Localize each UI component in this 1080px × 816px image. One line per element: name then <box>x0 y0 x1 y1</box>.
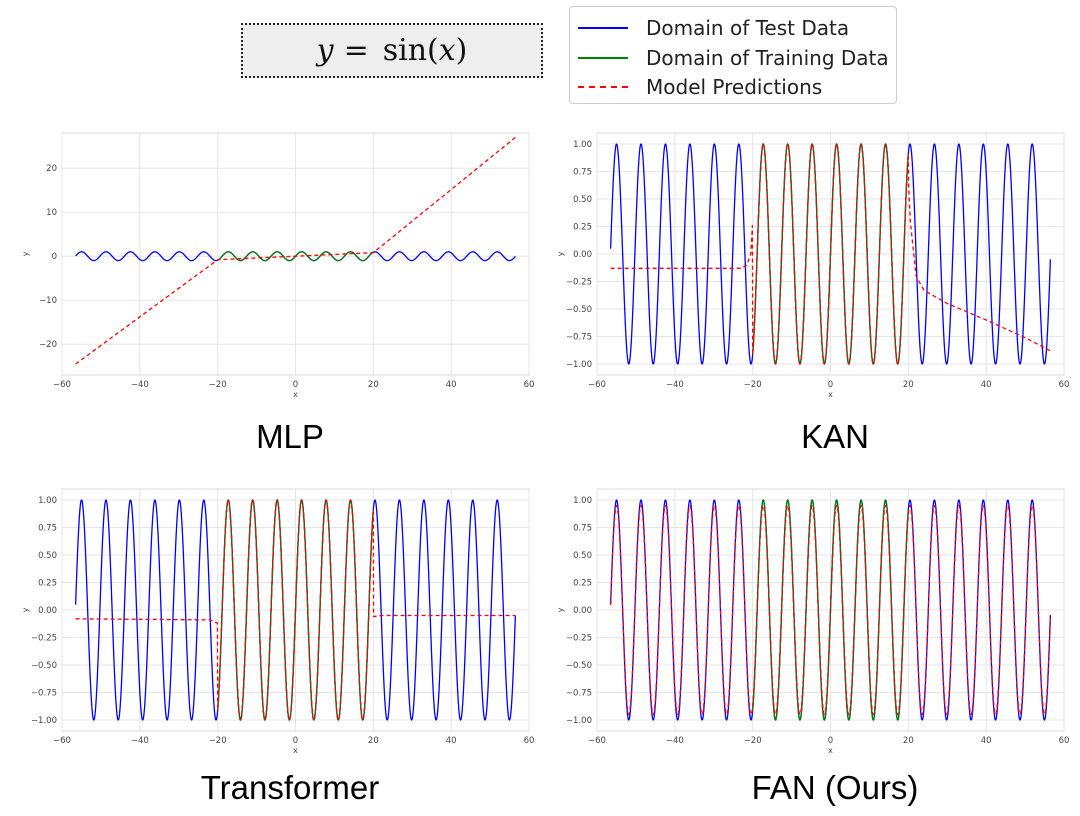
legend: Domain of Test Data Domain of Training D… <box>569 6 897 104</box>
kan-x-tick-label: −40 <box>666 380 684 390</box>
kan-y-tick-label: 0.50 <box>573 195 592 205</box>
mlp-x-tick-label: −20 <box>209 380 227 390</box>
kan-x-tick-label: 60 <box>1059 380 1070 390</box>
transformer-x-tick-label: −60 <box>53 736 71 746</box>
mlp-caption: MLP <box>256 418 324 455</box>
mlp-y-tick-label: −20 <box>39 340 57 350</box>
kan-y-tick-label: −0.75 <box>566 333 592 343</box>
mlp-y-tick-label: 10 <box>46 208 57 218</box>
mlp-prediction-line <box>75 136 516 365</box>
kan-chart: −60 −40 −20 0 20 40 60 −1.00 −0.75 −0.50 −0.25 0.00… <box>556 132 1070 399</box>
mlp-x-tick-label: 40 <box>446 380 457 390</box>
kan-y-tick-label: 1.00 <box>573 140 592 150</box>
mlp-x-tick-label: 20 <box>368 380 379 390</box>
transformer-y-axis-label: y <box>21 607 30 612</box>
transformer-x-axis-label: x <box>293 746 298 755</box>
transformer-x-tick-label: −20 <box>209 736 227 746</box>
fan-y-tick-label: 0.00 <box>573 606 592 616</box>
fan-caption: FAN (Ours) <box>751 769 919 806</box>
fan-prediction-line <box>609 504 1052 716</box>
fan-x-tick-label: 60 <box>1059 736 1070 746</box>
transformer-x-tick-label: 0 <box>293 736 298 746</box>
formula-close-paren: ) <box>455 33 468 68</box>
fan-y-tick-label: 0.75 <box>573 524 592 534</box>
fan-y-tick-label: −1.00 <box>566 716 592 726</box>
mlp-y-axis-label: y <box>21 251 30 256</box>
formula-box: y = sin(x) <box>241 23 543 78</box>
mlp-y-tick-label: −10 <box>39 296 57 306</box>
formula-lhs: y <box>316 33 334 68</box>
fan-y-tick-label: 0.25 <box>573 579 592 589</box>
formula-open-paren: ( <box>427 33 439 68</box>
transformer-y-tick-label: 0.75 <box>38 524 57 534</box>
fan-y-tick-label: 0.50 <box>573 551 592 561</box>
mlp-x-tick-label: −60 <box>53 380 71 390</box>
transformer-caption: Transformer <box>200 769 380 806</box>
kan-x-tick-label: 20 <box>903 380 914 390</box>
kan-prediction-line <box>610 143 1051 365</box>
transformer-y-tick-label: −0.25 <box>31 634 57 644</box>
formula-function: sin <box>382 33 428 68</box>
fan-x-tick-label: −60 <box>588 736 606 746</box>
legend-item-train: Domain of Training Data <box>578 46 889 70</box>
fan-x-tick-label: 0 <box>828 736 833 746</box>
kan-x-tick-label: 40 <box>981 380 992 390</box>
transformer-y-tick-label: −0.50 <box>31 661 57 671</box>
transformer-x-tick-label: 20 <box>368 736 379 746</box>
kan-y-axis-label: y <box>556 251 565 256</box>
mlp-x-tick-label: −40 <box>131 380 149 390</box>
fan-x-tick-label: 40 <box>981 736 992 746</box>
fan-x-tick-label: −20 <box>744 736 762 746</box>
legend-line-train <box>578 57 628 59</box>
legend-item-pred: Model Predictions <box>578 75 822 99</box>
transformer-prediction-line <box>75 499 516 721</box>
formula-arg: x <box>438 33 456 68</box>
kan-x-tick-label: −20 <box>744 380 762 390</box>
transformer-x-tick-label: −40 <box>131 736 149 746</box>
kan-y-tick-label: 0.25 <box>573 223 592 233</box>
fan-x-tick-label: −40 <box>666 736 684 746</box>
fan-x-axis-label: x <box>828 746 833 755</box>
kan-x-axis-label: x <box>828 390 833 399</box>
fan-y-tick-label: −0.25 <box>566 634 592 644</box>
fan-y-tick-label: −0.75 <box>566 689 592 699</box>
fan-x-tick-label: 20 <box>903 736 914 746</box>
transformer-x-tick-label: 60 <box>524 736 535 746</box>
mlp-x-axis-label: x <box>293 390 298 399</box>
transformer-y-tick-label: −0.75 <box>31 689 57 699</box>
legend-item-test: Domain of Test Data <box>578 16 849 40</box>
kan-y-tick-label: −0.50 <box>566 305 592 315</box>
transformer-y-tick-label: 1.00 <box>38 496 57 506</box>
mlp-y-tick-label: 0 <box>52 252 57 262</box>
fan-chart: −60 −40 −20 0 20 40 60 −1.00 −0.75 −0.50 −0.25 0.00… <box>556 488 1070 755</box>
kan-caption: KAN <box>801 418 869 455</box>
legend-label-test: Domain of Test Data <box>646 16 850 40</box>
transformer-y-tick-label: 0.25 <box>38 579 57 589</box>
mlp-x-tick-label: 0 <box>293 380 298 390</box>
kan-y-tick-label: 0.75 <box>573 168 592 178</box>
kan-x-tick-label: 0 <box>828 380 833 390</box>
transformer-y-tick-label: 0.00 <box>38 606 57 616</box>
fan-y-tick-label: −0.50 <box>566 661 592 671</box>
kan-y-tick-label: 0.00 <box>573 250 592 260</box>
transformer-y-tick-label: −1.00 <box>31 716 57 726</box>
kan-y-tick-label: −0.25 <box>566 278 592 288</box>
legend-line-test <box>578 27 628 29</box>
legend-label-pred: Model Predictions <box>646 75 823 99</box>
mlp-chart: −60 −40 −20 0 20 40 60 −20 −10 0 10 20 x y <box>21 132 535 399</box>
transformer-x-tick-label: 40 <box>446 736 457 746</box>
mlp-y-tick-label: 20 <box>46 164 57 174</box>
mlp-x-tick-label: 60 <box>524 380 535 390</box>
fan-y-axis-label: y <box>556 607 565 612</box>
legend-line-pred <box>578 86 628 88</box>
formula-equals: = <box>343 33 369 68</box>
legend-label-train: Domain of Training Data <box>646 46 889 70</box>
kan-x-tick-label: −60 <box>588 380 606 390</box>
kan-y-tick-label: −1.00 <box>566 360 592 370</box>
transformer-chart: −60 −40 −20 0 20 40 60 −1.00 −0.75 −0.50 −0.25 0.00… <box>21 488 535 755</box>
fan-y-tick-label: 1.00 <box>573 496 592 506</box>
transformer-y-tick-label: 0.50 <box>38 551 57 561</box>
